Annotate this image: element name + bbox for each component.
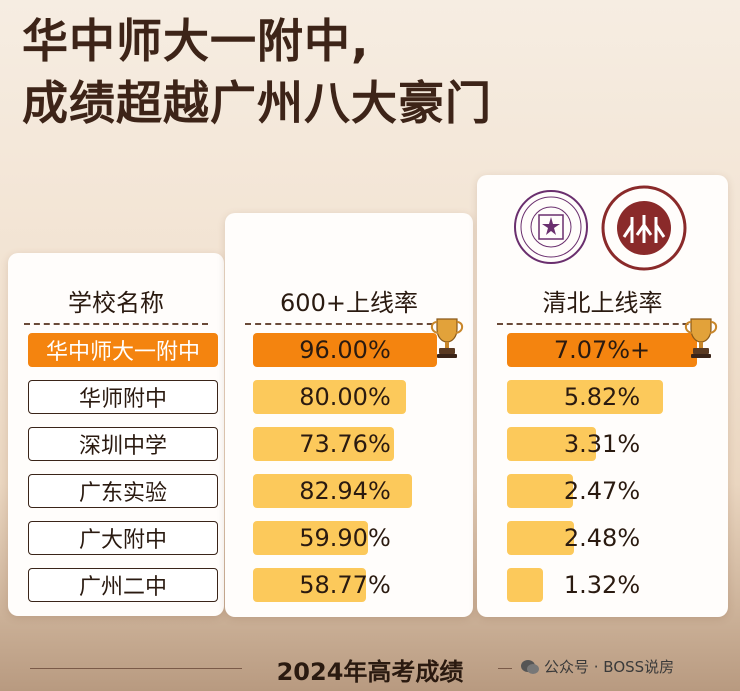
bar <box>253 568 366 602</box>
bar <box>507 568 543 602</box>
school-name: 深圳中学 <box>28 427 218 461</box>
bar <box>253 474 412 508</box>
rate-600-card: 600+上线率 96.00% 80.00% 73.76% 82.94% 59.90% 58… <box>225 213 473 617</box>
bar-value-label: 80.00% <box>299 383 391 411</box>
bar <box>507 333 697 367</box>
bar <box>507 380 664 414</box>
bar-value-label: 59.90% <box>299 524 391 552</box>
bar <box>253 333 437 367</box>
bar <box>253 380 407 414</box>
footer-divider-right <box>498 668 512 669</box>
rate-qb-header: 清北上线率 <box>542 289 663 317</box>
bar <box>253 427 395 461</box>
footer-title: 2024年高考成绩 <box>276 658 464 686</box>
bar-value-label: 82.94% <box>299 477 391 505</box>
bar <box>507 427 596 461</box>
bar-value-label: 3.31% <box>563 430 641 458</box>
watermark-text: 公众号 · BOSS说房 <box>544 658 675 676</box>
divider <box>245 323 453 325</box>
bar-value-label: 58.77% <box>299 571 391 599</box>
bar <box>507 521 574 555</box>
bar-value-label: 2.47% <box>563 477 641 505</box>
school-name: 华师附中 <box>28 380 218 414</box>
bar-value-label: 73.76% <box>299 430 391 458</box>
watermark: 公众号 · BOSS说房 <box>520 656 674 677</box>
rate-qb-card: 清北上线率 7.07%+ 5.82% 3.31% 2.47% 2.48% 1.32% <box>477 175 728 617</box>
school-name: 华中师大一附中 <box>28 333 218 367</box>
divider <box>497 323 708 325</box>
headline-line-1: 华中师大一附中, <box>22 14 370 68</box>
bar <box>507 474 574 508</box>
bar-value-label: 1.32% <box>563 571 641 599</box>
school-name: 广大附中 <box>28 521 218 555</box>
bar-value-label: 2.48% <box>563 524 641 552</box>
trophy-icon <box>684 318 718 358</box>
peking-logo-icon <box>601 185 687 271</box>
rate-600-header: 600+上线率 <box>280 289 418 317</box>
bar-value-label: 96.00% <box>299 336 391 364</box>
school-name-card: 学校名称 华中师大一附中 华师附中深圳中学广东实验广大附中广州二中 <box>8 253 224 616</box>
headline: 华中师大一附中, 成绩超越广州八大豪门 <box>22 10 492 134</box>
bar <box>253 521 368 555</box>
tsinghua-logo-icon <box>514 190 588 264</box>
bar-value-label: 7.07%+ <box>553 336 651 364</box>
school-name: 广州二中 <box>28 568 218 602</box>
bar-value-label: 5.82% <box>563 383 641 411</box>
school-name-header: 学校名称 <box>68 289 164 317</box>
wechat-icon <box>521 659 539 674</box>
school-name: 广东实验 <box>28 474 218 508</box>
trophy-icon <box>430 318 464 358</box>
headline-line-2: 成绩超越广州八大豪门 <box>22 76 492 130</box>
footer-divider-left <box>30 668 242 669</box>
divider <box>24 323 208 325</box>
